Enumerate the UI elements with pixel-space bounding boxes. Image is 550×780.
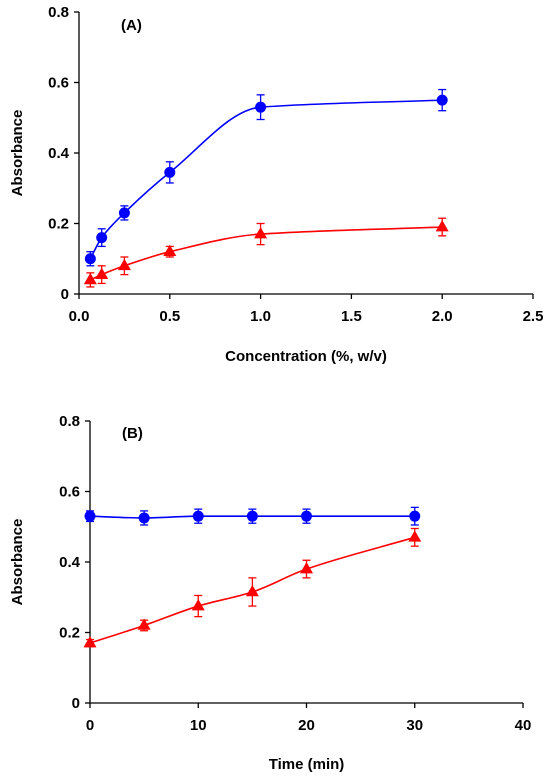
- data-point-triangle: [83, 272, 97, 285]
- data-point-circle: [246, 510, 258, 522]
- data-point-triangle: [408, 530, 422, 542]
- data-point-circle: [436, 94, 448, 106]
- y-tick-label: 0: [61, 286, 69, 303]
- x-tick-label: 10: [190, 717, 207, 734]
- data-point-circle: [118, 207, 130, 219]
- y-axis-title: Absorbance: [9, 110, 26, 197]
- data-point-circle: [84, 510, 96, 522]
- x-tick-label: 2.0: [432, 308, 453, 325]
- y-tick-label: 0.6: [48, 75, 69, 92]
- series-circle: [84, 88, 448, 267]
- data-point-triangle: [163, 244, 177, 257]
- x-axis-title: Concentration (%, w/v): [225, 348, 387, 365]
- data-point-triangle: [245, 584, 259, 597]
- data-point-triangle: [137, 618, 151, 630]
- y-tick-label: 0.8: [48, 4, 69, 21]
- data-point-triangle: [117, 258, 131, 271]
- x-tick-label: 0: [86, 717, 94, 734]
- data-point-triangle: [95, 267, 109, 279]
- chart-panel-a: 0.0 0.5 1.0 1.5 2.0 2.5 0 0.2 0.4 0.6 0.8 Concentra…: [9, 4, 543, 365]
- data-point-triangle: [83, 636, 97, 648]
- x-axis-title: Time (min): [269, 756, 345, 773]
- data-point-circle: [96, 232, 108, 244]
- data-point-triangle: [254, 227, 268, 239]
- x-tick-label: 1.0: [250, 308, 271, 325]
- chart-panel-b: 0 10 20 30 40 0 0.2 0.4 0.6 0.8 Time (min) Absorban…: [9, 413, 531, 773]
- x-tick-label: 20: [298, 717, 315, 734]
- y-tick-label: 0.4: [59, 554, 81, 571]
- panel-label: (A): [121, 17, 142, 34]
- y-axis-title: Absorbance: [9, 519, 26, 606]
- data-point-triangle: [191, 599, 205, 611]
- y-tick-label: 0.8: [59, 413, 80, 430]
- data-point-circle: [301, 510, 312, 522]
- x-tick-label: 1.5: [341, 308, 362, 325]
- x-tick-label: 0.5: [159, 308, 180, 325]
- series-triangle: [83, 217, 449, 288]
- series-line: [89, 99, 443, 260]
- y-tick-label: 0.2: [48, 216, 69, 233]
- data-point-triangle: [435, 220, 449, 232]
- y-tick-label: 0.2: [59, 625, 80, 642]
- data-point-circle: [409, 510, 421, 522]
- y-tick-label: 0.6: [59, 484, 80, 501]
- panel-label: (B): [122, 425, 143, 442]
- data-point-triangle: [299, 562, 314, 574]
- y-tick-label: 0: [72, 695, 80, 712]
- data-point-circle: [138, 512, 150, 524]
- data-point-circle: [255, 101, 267, 113]
- x-tick-label: 30: [406, 717, 423, 734]
- data-point-circle: [84, 253, 96, 265]
- series-triangle: [83, 527, 422, 648]
- data-point-circle: [164, 166, 176, 178]
- series-circle: [84, 506, 421, 526]
- data-point-circle: [192, 510, 204, 522]
- x-tick-label: 40: [515, 717, 532, 734]
- series-line: [90, 226, 443, 281]
- y-tick-label: 0.4: [48, 145, 70, 162]
- x-tick-label: 2.5: [523, 308, 544, 325]
- x-tick-label: 0.0: [69, 308, 90, 325]
